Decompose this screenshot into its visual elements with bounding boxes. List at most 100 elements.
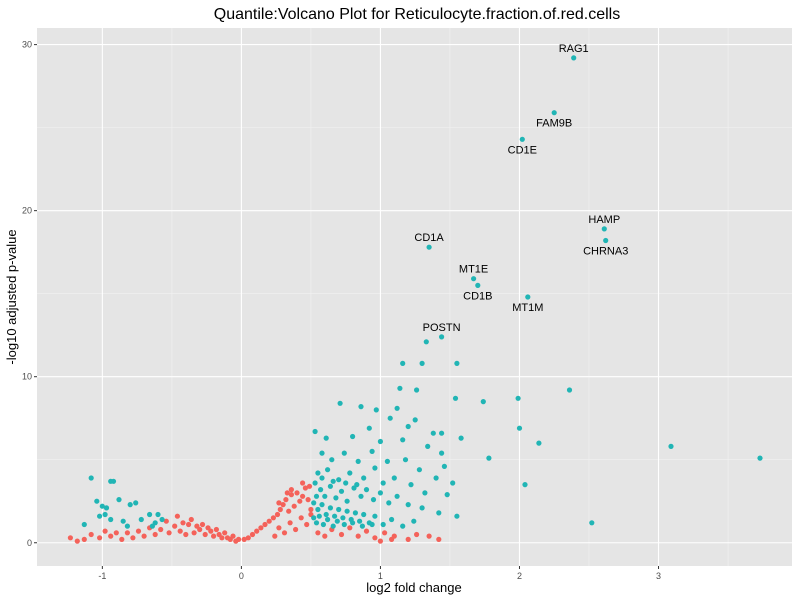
data-point (377, 538, 383, 544)
data-point (394, 493, 400, 499)
data-point (343, 480, 349, 486)
data-point (668, 443, 674, 449)
data-point (357, 518, 363, 524)
data-point (350, 433, 356, 440)
data-point (566, 387, 573, 393)
y-tick-label: 20 (22, 206, 32, 216)
data-point (386, 500, 392, 506)
data-point (387, 415, 393, 421)
y-tick-label: 0 (27, 538, 32, 548)
data-point (138, 516, 144, 523)
data-point (361, 511, 367, 518)
data-point (177, 528, 183, 534)
gene-label: CD1A (414, 232, 444, 244)
data-point (402, 457, 409, 463)
x-axis-ticks: -1 0 1 2 3 (98, 566, 661, 581)
data-point (414, 531, 420, 538)
data-point (369, 448, 375, 454)
data-point (480, 399, 486, 405)
data-point (516, 425, 523, 431)
data-point (423, 339, 429, 345)
data-point (312, 428, 318, 435)
data-point (191, 530, 197, 536)
data-point (411, 518, 417, 524)
data-point (315, 530, 321, 536)
data-point (341, 521, 347, 528)
labeled-point (603, 237, 609, 244)
data-point (515, 395, 521, 401)
data-point (127, 502, 133, 508)
data-point (380, 521, 386, 528)
y-tick-label: 10 (22, 372, 32, 382)
data-point (441, 463, 447, 469)
gene-label: RAG1 (559, 43, 589, 55)
gene-label: CHRNA3 (583, 246, 628, 258)
data-point (316, 513, 322, 519)
data-point (405, 536, 411, 543)
data-point (186, 521, 192, 528)
x-tick-label: 3 (656, 571, 661, 581)
data-point (450, 480, 456, 486)
data-point (102, 528, 108, 534)
data-point (536, 440, 542, 446)
data-point (323, 435, 329, 441)
data-point (97, 535, 103, 541)
data-point (313, 493, 320, 499)
gene-label: HAMP (588, 214, 620, 226)
labeled-point (525, 294, 531, 300)
data-point (414, 387, 420, 393)
data-point (318, 487, 324, 493)
data-point (281, 530, 288, 536)
data-point (306, 483, 313, 489)
data-point (262, 521, 268, 528)
data-point (180, 520, 186, 526)
data-point (430, 430, 436, 436)
data-point (391, 475, 397, 481)
data-point (97, 513, 103, 519)
data-point (219, 535, 225, 541)
data-point (236, 536, 242, 543)
data-point (315, 506, 321, 513)
data-point (81, 536, 87, 543)
data-point (276, 500, 282, 506)
data-point (337, 400, 343, 406)
data-point (311, 500, 317, 506)
x-tick-label: 2 (517, 571, 522, 581)
data-point (315, 470, 321, 476)
data-point (130, 535, 136, 541)
data-point (149, 523, 155, 529)
gene-label: FAM9B (536, 118, 572, 130)
data-point (312, 480, 318, 486)
data-point (486, 455, 492, 461)
data-point (419, 505, 425, 511)
data-point (454, 360, 460, 366)
data-point (313, 520, 320, 526)
data-point (452, 395, 459, 401)
data-point (81, 521, 87, 528)
data-point (327, 505, 333, 511)
data-point (394, 405, 400, 411)
labeled-point (426, 244, 432, 250)
data-point (433, 475, 439, 481)
data-point (412, 417, 418, 423)
data-point (382, 530, 388, 536)
data-point (419, 360, 425, 366)
data-point (370, 497, 377, 503)
data-point (757, 455, 763, 461)
data-point (405, 502, 411, 508)
x-tick-label: 0 (239, 571, 244, 581)
data-point (300, 480, 306, 486)
data-point (334, 518, 340, 524)
labeled-point (551, 110, 557, 116)
data-point (152, 531, 158, 538)
data-point (230, 533, 236, 539)
data-point (88, 531, 94, 538)
data-point (422, 490, 428, 496)
data-point (354, 482, 360, 488)
data-point (294, 490, 300, 496)
data-point (311, 515, 317, 521)
data-point (305, 497, 311, 503)
data-point (272, 533, 278, 539)
data-point (322, 533, 328, 539)
data-point (197, 526, 203, 533)
